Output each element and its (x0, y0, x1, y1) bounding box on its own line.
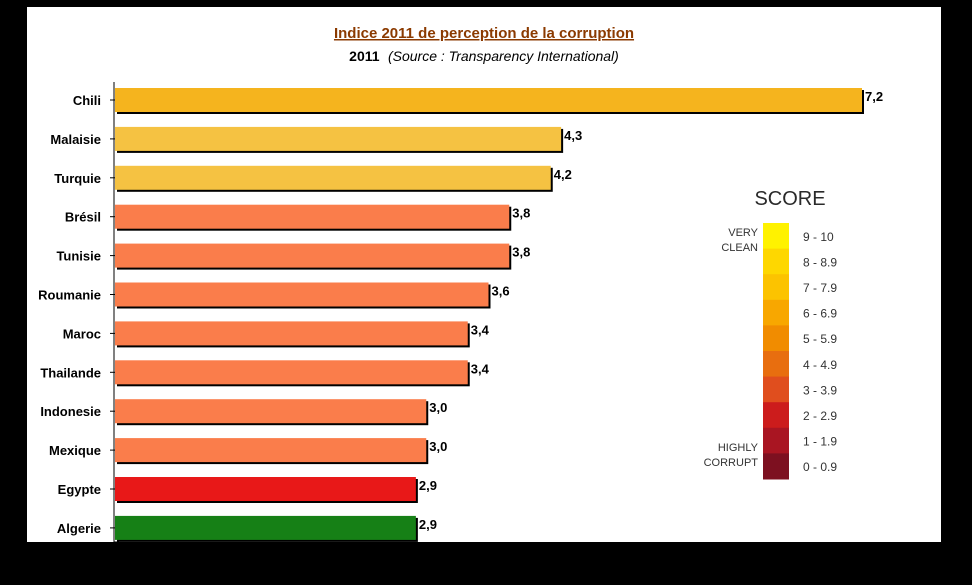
value-label: 3,0 (429, 400, 447, 415)
chart-frame: Indice 2011 de perception de la corrupti… (27, 7, 941, 542)
bar-group-egypte: Egypte 2,9 (58, 477, 437, 503)
bar-bresil (115, 204, 510, 229)
bar-group-bresil: Brésil 3,8 (65, 204, 530, 231)
value-label: 3,6 (492, 284, 510, 299)
value-label: 2,9 (419, 478, 437, 493)
bar-indonesie (115, 399, 427, 424)
value-label: 3,8 (512, 206, 530, 221)
bar-group-tunisie: Tunisie 3,8 (56, 243, 530, 270)
chart-subtitle: 2011 (Source : Transparency Internationa… (349, 48, 619, 65)
legend-bottom-label-line1: HIGHLY (718, 442, 759, 454)
bar-group-roumanie: Roumanie 3,6 (38, 282, 510, 309)
legend-swatch (763, 351, 789, 378)
category-label: Mexique (49, 443, 101, 458)
category-label: Maroc (63, 326, 101, 341)
bar-chili (115, 88, 862, 112)
legend-swatch (763, 274, 789, 301)
legend-range-label: 4 - 4.9 (803, 358, 837, 372)
legend-swatch (763, 248, 789, 275)
bar-group-mexique: Mexique 3,0 (49, 438, 447, 465)
bar-tunisie (115, 243, 510, 268)
legend-swatch (763, 325, 789, 352)
subtitle-year: 2011 (349, 48, 380, 64)
value-label: 3,4 (471, 361, 490, 376)
category-label: Brésil (65, 210, 101, 225)
chart-canvas: Indice 2011 de perception de la corrupti… (38, 25, 883, 542)
legend-title: SCORE (754, 188, 825, 210)
legend-range-label: 3 - 3.9 (803, 383, 837, 397)
value-label: 4,2 (554, 167, 572, 182)
value-label: 3,4 (471, 322, 490, 337)
chart-title: Indice 2011 de perception de la corrupti… (334, 25, 634, 42)
legend-swatch (763, 223, 789, 250)
legend-scale: 9 - 10 8 - 8.9 7 - 7.9 6 - 6.9 5 - 5.9 4 - 4.… (763, 223, 837, 480)
category-label: Roumanie (38, 288, 101, 303)
category-label: Tunisie (56, 249, 101, 264)
bar-egypte (115, 477, 416, 501)
value-label: 3,8 (512, 245, 530, 260)
legend-range-label: 7 - 7.9 (803, 281, 837, 295)
value-label: 2,9 (419, 517, 437, 532)
legend-range-label: 5 - 5.9 (803, 332, 837, 346)
bar-maroc (115, 321, 468, 346)
value-label: 3,0 (429, 439, 447, 454)
legend-range-label: 1 - 1.9 (803, 435, 837, 449)
legend-range-label: 2 - 2.9 (803, 409, 837, 423)
score-legend: SCORE VERY CLEAN HIGHLY CORRUPT 9 - 10 8 … (704, 188, 837, 480)
bar-group-thailande: Thailande 3,4 (40, 360, 490, 387)
category-label: Chili (73, 93, 101, 108)
bar-group-indonesie: Indonesie 3,0 (40, 399, 447, 426)
legend-swatch (763, 427, 789, 454)
legend-swatch (763, 402, 789, 429)
bar-turquie (115, 165, 551, 190)
bar-malaisie (115, 126, 562, 151)
legend-swatch (763, 299, 789, 326)
bar-algerie (115, 515, 416, 540)
bar-group-algerie: Algerie 2,9 (57, 515, 437, 542)
legend-swatch (763, 376, 789, 403)
category-label: Thailande (40, 365, 101, 380)
legend-range-label: 8 - 8.9 (803, 255, 837, 269)
subtitle-source: (Source : Transparency International) (388, 48, 619, 64)
legend-top-label-line2: CLEAN (721, 242, 758, 254)
bar-group-maroc: Maroc 3,4 (63, 321, 490, 348)
bar-mexique (115, 438, 427, 463)
value-label: 4,3 (564, 128, 582, 143)
value-label: 7,2 (865, 89, 883, 104)
category-label: Egypte (58, 482, 101, 497)
legend-range-label: 0 - 0.9 (803, 460, 837, 474)
legend-bottom-label-line2: CORRUPT (704, 457, 759, 469)
category-label: Turquie (54, 171, 101, 186)
bar-group-chili: Chili 7,2 (73, 88, 883, 114)
bar-thailande (115, 360, 468, 385)
legend-range-label: 6 - 6.9 (803, 307, 837, 321)
bar-group-turquie: Turquie 4,2 (54, 165, 572, 192)
category-label: Indonesie (40, 404, 101, 419)
category-label: Malaisie (50, 132, 101, 147)
category-label: Algerie (57, 521, 101, 536)
legend-top-label-line1: VERY (728, 227, 758, 239)
bar-group-malaisie: Malaisie 4,3 (50, 126, 582, 153)
bar-roumanie (115, 282, 489, 307)
legend-swatch (763, 453, 789, 480)
legend-range-label: 9 - 10 (803, 230, 834, 244)
